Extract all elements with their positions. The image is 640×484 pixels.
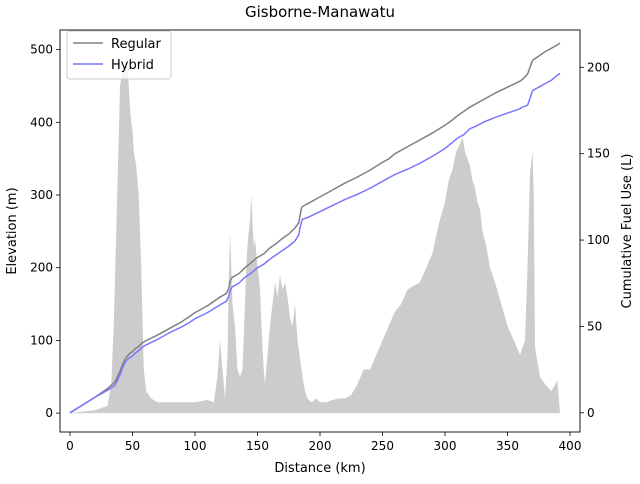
elevation-area <box>70 53 560 414</box>
chart-title: Gisborne-Manawatu <box>245 3 395 21</box>
ticks-layer: 0 50 100 150 200 250 300 350 4000100200300400500… <box>30 43 610 453</box>
x-tick-label: 250 <box>371 439 394 453</box>
y-tick-label-right: 100 <box>587 233 610 247</box>
y-tick-label-right: 200 <box>587 60 610 74</box>
y-tick-label-left: 200 <box>30 261 53 275</box>
y-tick-label-left: 0 <box>45 406 53 420</box>
series-layer <box>69 42 561 414</box>
x-axis-label: Distance (km) <box>274 461 365 476</box>
legend-label-hybrid: Hybrid <box>111 58 154 73</box>
x-tick-label: 350 <box>496 439 519 453</box>
y-axis-label-left: Elevation (m) <box>5 187 20 274</box>
y-axis-label-right: Cumulative Fuel Use (L) <box>620 154 635 309</box>
y-tick-label-right: 150 <box>587 147 610 161</box>
series-line-regular <box>69 42 561 414</box>
y-tick-label-left: 100 <box>30 333 53 347</box>
y-tick-label-right: 0 <box>587 406 595 420</box>
elevation-layer <box>70 53 560 414</box>
y-tick-label-left: 300 <box>30 188 53 202</box>
legend: Regular Hybrid <box>66 30 172 80</box>
x-tick-label: 100 <box>184 439 207 453</box>
x-tick-label: 0 <box>66 439 74 453</box>
x-tick-label: 300 <box>434 439 457 453</box>
x-tick-label: 400 <box>559 439 582 453</box>
legend-label-regular: Regular <box>111 37 162 52</box>
y-tick-label-left: 500 <box>30 43 53 57</box>
x-tick-label: 150 <box>246 439 269 453</box>
y-tick-label-right: 50 <box>587 319 602 333</box>
x-tick-label: 200 <box>309 439 332 453</box>
x-tick-label: 50 <box>125 439 140 453</box>
series-line-hybrid <box>69 72 561 414</box>
y-tick-label-left: 400 <box>30 115 53 129</box>
